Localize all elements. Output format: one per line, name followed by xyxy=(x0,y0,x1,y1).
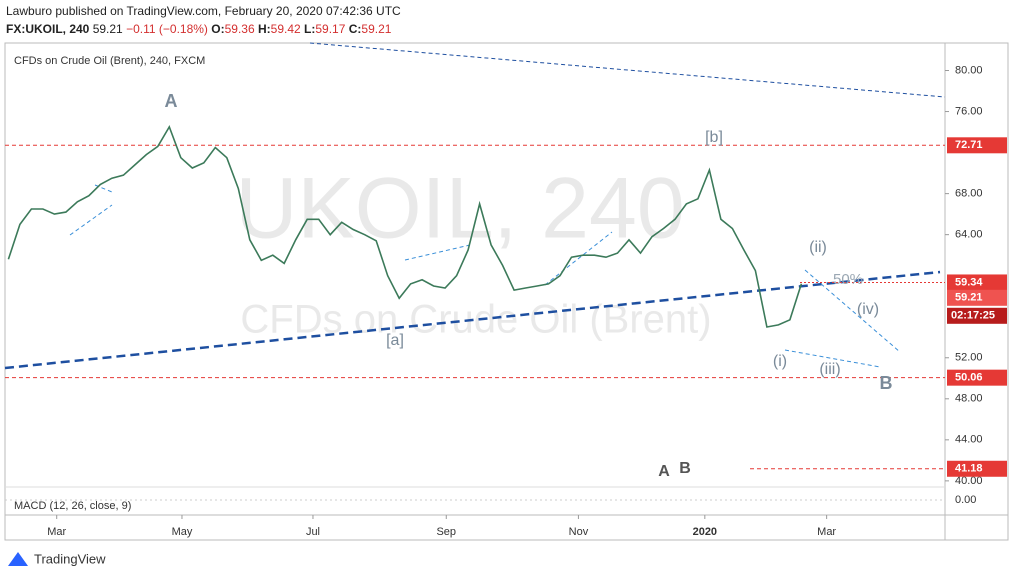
level-label: 50.06 xyxy=(955,372,983,384)
x-tick-label: 2020 xyxy=(693,526,717,538)
x-tick-label: Mar xyxy=(817,526,836,538)
y-tick-label: 52.00 xyxy=(955,352,983,364)
level-box xyxy=(947,137,1007,154)
price-box xyxy=(947,289,1007,306)
footer-brand: TradingView xyxy=(34,551,106,566)
countdown: 02:17:25 xyxy=(951,310,995,322)
drawings xyxy=(4,42,946,370)
publisher: Lawburo published on TradingView.com, Fe… xyxy=(6,4,401,18)
last: 59.21 xyxy=(93,22,123,36)
wave-label: (ii) xyxy=(809,239,827,256)
footer-logo: TradingView xyxy=(8,551,106,566)
chart-frame xyxy=(4,42,1009,541)
level-box xyxy=(947,369,1007,386)
y-tick-label: 64.00 xyxy=(955,229,983,241)
wave-label: [a] xyxy=(386,332,404,349)
x-tick-label: Nov xyxy=(569,526,589,538)
high-label: H: xyxy=(258,22,271,36)
macd-label: MACD (12, 26, close, 9) xyxy=(14,500,131,512)
level-box xyxy=(947,460,1007,477)
y-tick-label: 48.00 xyxy=(955,393,983,405)
close-label: C: xyxy=(349,22,362,36)
logo-icon xyxy=(8,552,28,566)
wave-label: A xyxy=(658,463,670,480)
symbol: FX:UKOIL, 240 xyxy=(6,22,90,36)
change: −0.11 (−0.18%) xyxy=(126,22,208,36)
trendline xyxy=(784,349,881,368)
x-tick-label: Jul xyxy=(306,526,320,538)
wave-label: A xyxy=(165,91,178,111)
header-line: FX:UKOIL, 240 59.21 −0.11 (−0.18%) O:59.… xyxy=(6,22,392,36)
open-label: O: xyxy=(211,22,224,36)
x-tick-label: Mar xyxy=(47,526,66,538)
watermark-symbol: UKOIL, 240 xyxy=(235,161,684,257)
y-tick-label: 44.00 xyxy=(955,434,983,446)
y-tick-label: 80.00 xyxy=(955,64,983,76)
price-box xyxy=(947,274,1007,291)
price-label: 59.21 xyxy=(955,292,983,304)
price-label: 59.34 xyxy=(955,276,983,288)
low-label: L: xyxy=(304,22,315,36)
high-value: 59.42 xyxy=(271,22,301,36)
chart-title: CFDs on Crude Oil (Brent), 240, FXCM xyxy=(14,55,205,67)
price-line xyxy=(7,125,803,328)
countdown-box xyxy=(947,307,1007,324)
wave-label: 50% xyxy=(833,271,863,288)
x-tick-label: May xyxy=(172,526,193,538)
wave-label: (iii) xyxy=(819,361,840,378)
y-tick-label: 40.00 xyxy=(955,475,983,487)
trendline xyxy=(544,231,613,286)
x-tick-label: Sep xyxy=(436,526,456,538)
close-value: 59.21 xyxy=(361,22,391,36)
level-label: 72.71 xyxy=(955,139,983,151)
wave-label: (iv) xyxy=(857,301,879,318)
macd-tick-label: 0.00 xyxy=(955,494,976,506)
y-tick-label: 76.00 xyxy=(955,105,983,117)
wave-label: B xyxy=(679,460,691,477)
wave-label: B xyxy=(880,373,893,393)
wave-label: [b] xyxy=(705,129,723,146)
level-label: 41.18 xyxy=(955,463,983,475)
trendline xyxy=(4,270,941,370)
open-value: 59.36 xyxy=(225,22,255,36)
trendline xyxy=(69,204,113,236)
watermark-name: CFDs on Crude Oil (Brent) xyxy=(240,298,711,342)
trendline xyxy=(309,42,946,98)
y-tick-label: 68.00 xyxy=(955,188,983,200)
low-value: 59.17 xyxy=(315,22,345,36)
wave-label: (i) xyxy=(773,353,787,370)
